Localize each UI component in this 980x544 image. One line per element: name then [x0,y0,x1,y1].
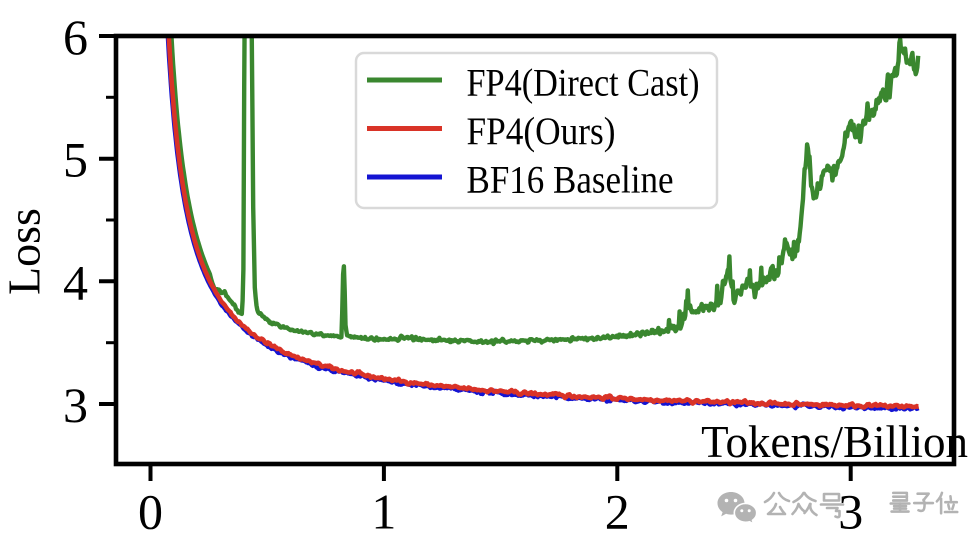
svg-text:FP4(Direct Cast): FP4(Direct Cast) [467,62,700,105]
svg-text:Tokens/Billion: Tokens/Billion [701,417,968,467]
svg-text:3: 3 [838,484,863,540]
svg-text:1: 1 [371,484,396,540]
svg-text:BF16 Baseline: BF16 Baseline [467,159,674,202]
svg-text:2: 2 [605,484,630,540]
svg-text:0: 0 [138,484,163,540]
svg-text:3: 3 [63,377,88,433]
svg-text:6: 6 [63,9,88,65]
svg-text:5: 5 [63,132,88,188]
svg-text:Loss: Loss [0,208,50,295]
svg-text:FP4(Ours): FP4(Ours) [467,110,616,153]
svg-text:4: 4 [63,254,88,310]
